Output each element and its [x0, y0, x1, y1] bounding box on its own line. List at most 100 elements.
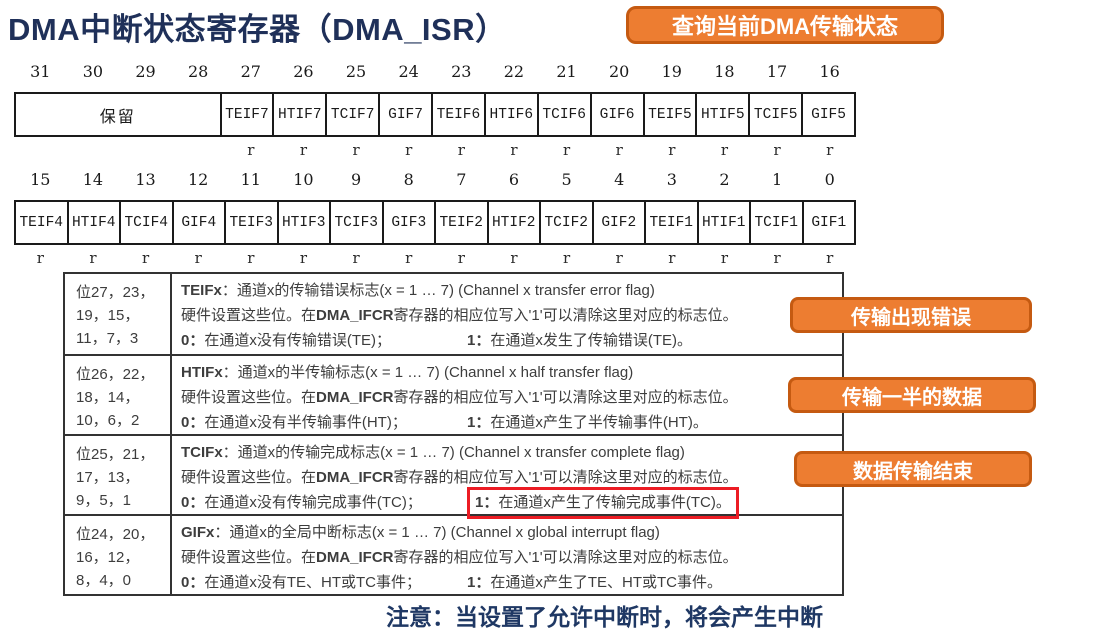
- register-cell: GIF7: [378, 94, 431, 135]
- access-type: r: [826, 249, 834, 267]
- flag-name: TCIFx: [181, 444, 223, 461]
- access-type: r: [299, 141, 308, 159]
- flag-description: GIFx：通道x的全局中断标志(x = 1 … 7) (Channel x gl…: [172, 516, 842, 594]
- access-type: r: [562, 141, 571, 159]
- access-type: r: [773, 249, 781, 267]
- flag-value-zero: 0：在通道x没有半传输事件(HT)；: [181, 414, 407, 431]
- access-type: r: [826, 141, 834, 159]
- register-cell: GIF5: [801, 94, 854, 135]
- bit-range: 位27，23， 19，15， 11，7，3: [65, 274, 172, 354]
- access-type: r: [773, 141, 781, 159]
- access-type: r: [89, 249, 97, 267]
- hardware-note-line: 硬件设置这些位。在DMA_IFCR寄存器的相应位写入'1'可以清除这里对应的标志…: [181, 469, 738, 486]
- access-type: r: [405, 249, 413, 267]
- register-cell: TCIF7: [325, 94, 378, 135]
- bit-number: 13: [135, 170, 156, 189]
- bit-range-line: 位25，21，: [76, 446, 155, 463]
- bit-number: 19: [661, 62, 682, 81]
- bit-number: 8: [403, 170, 414, 189]
- register-cell: HTIF5: [695, 94, 748, 135]
- bit-number: 29: [135, 62, 156, 81]
- flag-description: TCIFx：通道x的传输完成标志(x = 1 … 7) (Channel x t…: [172, 436, 842, 519]
- access-type: r: [457, 249, 465, 267]
- access-type: r: [405, 141, 413, 159]
- bit-range-line: 18，14，: [76, 389, 140, 406]
- bit-range: 位24，20， 16，12， 8，4，0: [65, 516, 172, 594]
- access-type: r: [194, 249, 202, 267]
- register-cell: TCIF1: [749, 202, 802, 243]
- register-cell: HTIF4: [66, 202, 120, 243]
- bit-number: 11: [240, 170, 261, 189]
- bit-number: 26: [293, 62, 314, 81]
- bit-number: 2: [719, 170, 730, 189]
- bit-number: 18: [714, 62, 735, 81]
- access-type: r: [352, 249, 360, 267]
- bit-range: 位25，21， 17，13， 9，5，1: [65, 436, 172, 514]
- register-cell: GIF1: [801, 202, 855, 243]
- access-type: r: [668, 141, 676, 159]
- values-line: 0：在通道x没有半传输事件(HT)； 1：在通道x产生了半传输事件(HT)。: [181, 410, 842, 435]
- register-bank-high: 31 30 29 28 27 26 25 24 23 22 21 20 19 18 17 16 保留 TEIF7 H…: [14, 62, 856, 160]
- bit-numbers-row: 15 14 13 12 11 10 9 8 7 6 5 4 3 2 1 0: [14, 170, 856, 190]
- values-line: 0：在通道x没有传输完成事件(TC)； 1：在通道x产生了传输完成事件(TC)。: [181, 487, 842, 519]
- register-cell: GIF3: [381, 202, 435, 243]
- bit-range-line: 10，6，2: [76, 412, 140, 429]
- flag-value-zero: 0：在通道x没有TE、HT或TC事件；: [181, 574, 422, 591]
- register-cell: TEIF4: [19, 214, 63, 231]
- bit-number: 20: [609, 62, 630, 81]
- register-cell: GIF6: [589, 94, 643, 135]
- hardware-note-line: 硬件设置这些位。在DMA_IFCR寄存器的相应位写入'1'可以清除这里对应的标志…: [181, 549, 738, 566]
- bit-number: 1: [771, 170, 783, 189]
- bit-number: 15: [30, 170, 51, 189]
- bit-numbers-row: 31 30 29 28 27 26 25 24 23 22 21 20 19 18 17 16: [14, 62, 856, 82]
- access-type: r: [510, 249, 518, 267]
- bit-range-line: 位27，23，: [76, 284, 155, 301]
- values-line: 0：在通道x没有传输错误(TE)； 1：在通道x发生了传输错误(TE)。: [181, 328, 842, 353]
- register-bank-low: 15 14 13 12 11 10 9 8 7 6 5 4 3 2 1 0 TEIF4 HTIF4 TCIF4 GIF…: [14, 170, 856, 268]
- access-type: r: [352, 141, 360, 159]
- side-badge: 传输出现错误: [790, 297, 1032, 333]
- flag-description: TEIFx：通道x的传输错误标志(x = 1 … 7) (Channel x t…: [172, 274, 842, 354]
- register-cell: TEIF6: [431, 94, 484, 135]
- flag-title-line: GIFx：通道x的全局中断标志(x = 1 … 7) (Channel x gl…: [181, 524, 660, 541]
- bit-number: 27: [240, 62, 261, 81]
- title-badge: 查询当前DMA传输状态: [626, 6, 944, 44]
- bit-number: 6: [508, 170, 520, 189]
- flag-value-one: 1：在通道x发生了传输错误(TE)。: [467, 332, 693, 349]
- flag-title-line: TEIFx：通道x的传输错误标志(x = 1 … 7) (Channel x t…: [181, 282, 655, 299]
- register-cell: HTIF7: [272, 94, 325, 135]
- access-type: r: [299, 249, 308, 267]
- flag-name: GIFx: [181, 524, 215, 541]
- register-description-table: 位27，23， 19，15， 11，7，3 TEIFx：通道x的传输错误标志(x = …: [63, 272, 844, 596]
- bit-range-line: 9，5，1: [76, 492, 132, 509]
- access-type: r: [36, 249, 44, 267]
- access-type: r: [615, 249, 623, 267]
- flag-title-line: HTIFx：通道x的半传输标志(x = 1 … 7) (Channel x ha…: [181, 364, 634, 381]
- access-type: r: [510, 141, 518, 159]
- bit-number: 5: [561, 170, 572, 189]
- access-type: r: [457, 141, 465, 159]
- bit-number: 24: [398, 62, 419, 81]
- register-cell: HTIF6: [483, 94, 537, 135]
- bit-range-line: 8，4，0: [76, 572, 132, 589]
- register-cell: 保留: [99, 106, 136, 126]
- flag-value-zero: 0：在通道x没有传输完成事件(TC)；: [181, 494, 422, 511]
- side-badge: 传输一半的数据: [788, 377, 1036, 413]
- register-cell: HTIF3: [276, 202, 330, 243]
- bit-number: 21: [556, 62, 577, 81]
- register-cell: TCIF3: [329, 202, 382, 243]
- description-row: 位26，22， 18，14， 10，6，2 HTIFx：通道x的半传输标志(x = 1…: [65, 354, 842, 434]
- bit-number: 16: [819, 62, 840, 81]
- register-cell: TEIF3: [224, 202, 277, 243]
- bit-number: 4: [614, 170, 625, 189]
- register-ref: DMA_IFCR: [316, 549, 394, 566]
- access-type: r: [615, 141, 623, 159]
- bit-number: 12: [188, 170, 209, 189]
- bit-range-line: 位26，22，: [76, 366, 155, 383]
- description-row: 位24，20， 16，12， 8，4，0 GIFx：通道x的全局中断标志(x = 1 …: [65, 514, 842, 594]
- register-ref: DMA_IFCR: [316, 469, 394, 486]
- register-cell: TCIF6: [536, 94, 590, 135]
